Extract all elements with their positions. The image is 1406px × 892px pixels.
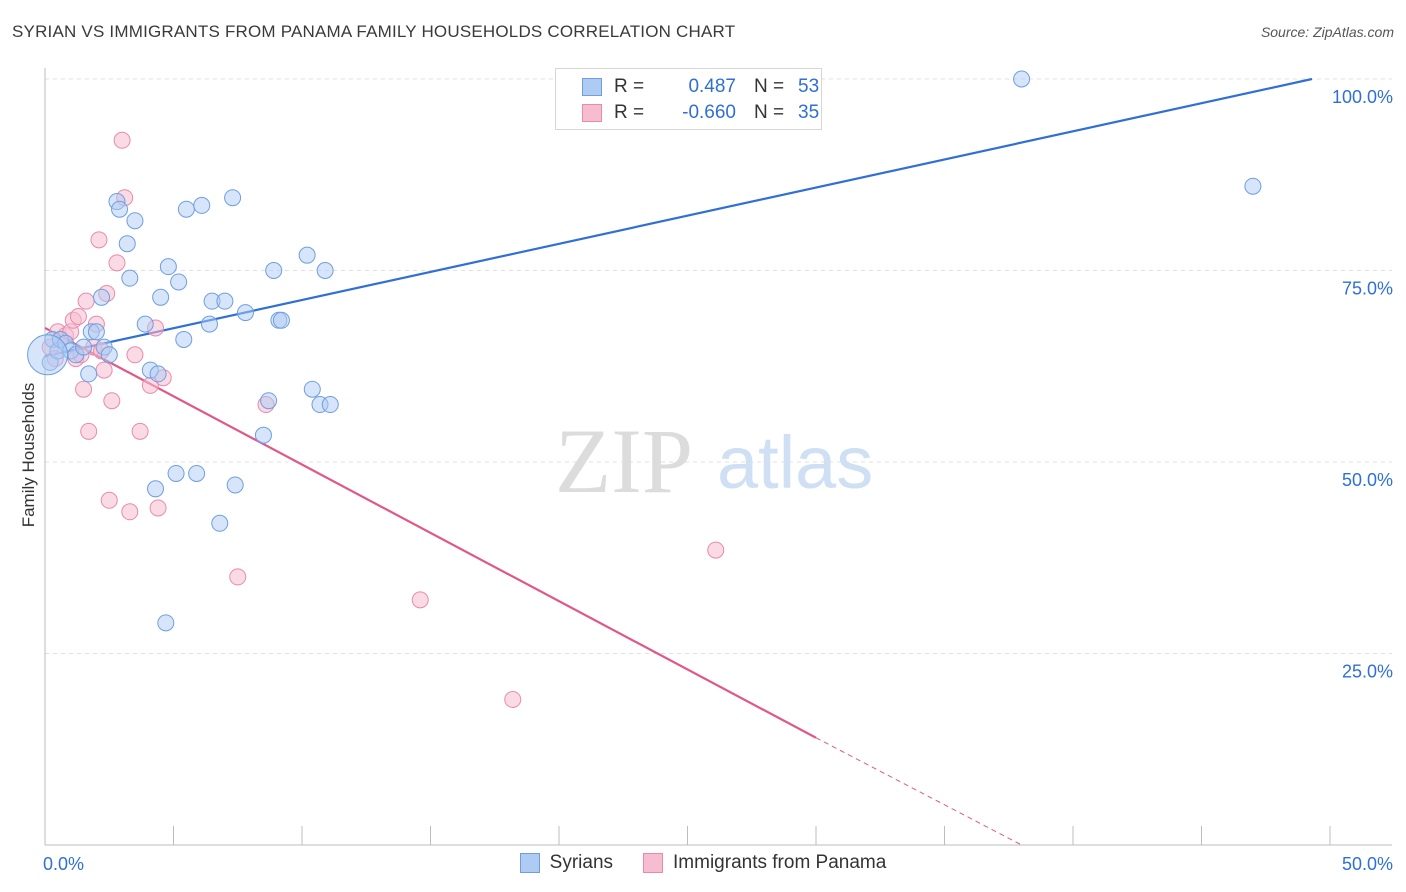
syrian-point (224, 189, 242, 207)
panama-point (77, 292, 95, 310)
syrian-point (170, 273, 188, 291)
syrian-point (167, 464, 185, 482)
legend-n-value: 53 (798, 76, 820, 97)
panama-trend-line (44, 326, 817, 739)
y-tick-label: 75.0% (1342, 279, 1393, 299)
legend-label-syrians: Syrians (549, 852, 614, 873)
legend-swatch-blue (582, 78, 602, 96)
legend-swatch-syrians (519, 853, 540, 873)
legend-row-panama: R = -0.660 N = 35 (582, 101, 819, 125)
panama-trend-extension (815, 737, 1022, 846)
syrian-point (265, 262, 283, 279)
panama-point (103, 392, 121, 410)
legend-swatch-pink (582, 104, 602, 122)
syrian-point (188, 464, 206, 482)
syrian-point (193, 196, 211, 214)
y-tick-label: 50.0% (1342, 470, 1393, 490)
legend-label-panama: Immigrants from Panama (673, 852, 887, 873)
syrian-point (1244, 177, 1262, 195)
watermark: ZIP atlas (555, 410, 873, 512)
syrian-point (272, 311, 290, 329)
syrian-point (211, 514, 229, 532)
panama-point (95, 361, 113, 379)
panama-point (131, 422, 149, 440)
syrian-point (260, 392, 278, 410)
syrian-point (75, 338, 93, 356)
syrian-point (236, 304, 254, 322)
syrian-point (303, 380, 321, 398)
legend-n-label: N = (754, 76, 785, 97)
syrian-point (80, 365, 98, 383)
syrian-point (321, 396, 339, 414)
syrian-point (298, 246, 316, 264)
legend-row-syrians: R = 0.487 N = 53 (582, 75, 819, 99)
panama-point (108, 254, 126, 272)
panama-point (69, 307, 87, 325)
axes-layer: 25.0% 50.0% 75.0% 100.0% 0.0% 50.0% (43, 68, 1393, 874)
panama-point (121, 503, 139, 521)
panama-point (149, 499, 167, 517)
panama-point (504, 690, 522, 708)
series-legend: Syrians Immigrants from Panama (0, 852, 1406, 874)
watermark-zip: ZIP (555, 410, 693, 512)
panama-point (229, 568, 247, 586)
watermark-atlas: atlas (717, 421, 873, 504)
source-credit: Source: ZipAtlas.com (1260, 24, 1394, 40)
syrian-point (254, 426, 272, 444)
syrian-point (93, 288, 111, 306)
panama-point (126, 346, 144, 364)
syrian-point (316, 262, 334, 279)
syrian-point (152, 288, 170, 306)
chart-title: SYRIAN VS IMMIGRANTS FROM PANAMA FAMILY … (12, 22, 736, 41)
panama-point (100, 491, 118, 509)
x-tick-label: 0.0% (43, 854, 84, 874)
syrian-point (111, 200, 129, 218)
syrian-point (118, 235, 136, 253)
syrian-point (1013, 70, 1031, 88)
syrian-point (226, 476, 244, 494)
y-tick-label: 25.0% (1342, 662, 1393, 682)
syrian-point (100, 346, 118, 364)
correlation-legend: R = 0.487 N = 53 R = -0.660 N = 35 (555, 68, 822, 130)
x-tick-label: 50.0% (1342, 854, 1393, 874)
y-tick-label: 100.0% (1332, 87, 1393, 107)
panama-point (80, 422, 98, 440)
panama-point (90, 231, 108, 249)
panama-point (113, 131, 131, 149)
syrian-point (87, 323, 105, 341)
legend-r-label: R = (614, 102, 645, 123)
syrian-point (157, 614, 175, 632)
syrian-point (149, 365, 167, 383)
legend-swatch-panama (643, 853, 664, 873)
syrian-point (175, 330, 193, 348)
syrian-point (27, 334, 69, 376)
legend-n-label: N = (754, 102, 785, 123)
syrian-point (126, 212, 144, 230)
legend-n-value: 35 (798, 102, 820, 123)
panama-point (75, 380, 93, 398)
syrian-point (177, 200, 195, 218)
syrian-point (159, 258, 177, 276)
panama-point (707, 541, 725, 559)
legend-item-syrians[interactable]: Syrians (519, 852, 614, 874)
legend-r-value: -0.660 (682, 102, 736, 123)
syrian-point (200, 315, 218, 333)
trend-lines (44, 77, 1313, 846)
syrian-points (27, 70, 1262, 632)
grid-layer (45, 78, 1392, 654)
syrian-point (121, 269, 139, 287)
syrian-point (147, 480, 165, 498)
syrians-trend-line (44, 77, 1313, 358)
legend-item-panama[interactable]: Immigrants from Panama (643, 852, 886, 874)
y-axis-label: Family Households (19, 383, 38, 528)
syrian-point (136, 315, 154, 333)
panama-point (411, 591, 429, 609)
syrian-point (216, 292, 234, 310)
legend-r-value: 0.487 (688, 76, 736, 97)
legend-r-label: R = (614, 76, 645, 97)
